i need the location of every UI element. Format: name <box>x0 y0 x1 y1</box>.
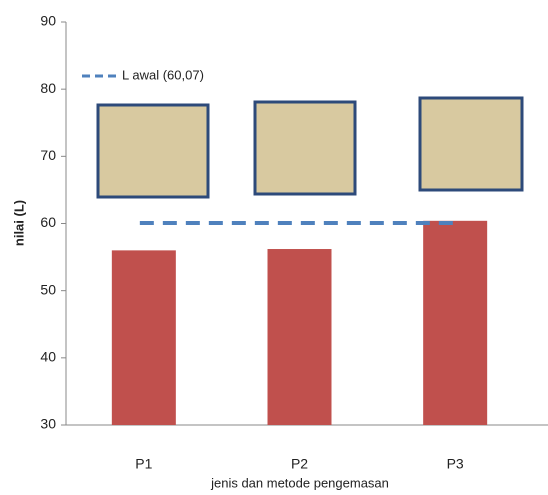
y-tick-label: 40 <box>40 349 56 365</box>
x-tick-label: P1 <box>135 456 152 472</box>
y-tick-label: 80 <box>40 80 56 96</box>
y-tick-label: 30 <box>40 416 56 432</box>
chart: nilai (L) jenis dan metode pengemasan 30… <box>0 0 548 495</box>
x-axis-label: jenis dan metode pengemasan <box>210 475 389 490</box>
photo <box>420 98 522 190</box>
y-axis-label: nilai (L) <box>11 200 26 246</box>
bar <box>268 249 332 425</box>
y-tick-label: 70 <box>40 147 56 163</box>
photo <box>98 105 208 197</box>
y-tick-label: 90 <box>40 13 56 29</box>
bar <box>423 221 487 425</box>
bar <box>112 250 176 425</box>
x-tick-label: P2 <box>291 456 308 472</box>
photo <box>255 102 355 194</box>
page: nilai (L) jenis dan metode pengemasan 30… <box>0 0 548 495</box>
y-tick-label: 60 <box>40 214 56 230</box>
legend-label: L awal (60,07) <box>122 67 204 82</box>
y-tick-label: 50 <box>40 281 56 297</box>
x-tick-label: P3 <box>447 456 464 472</box>
photos <box>98 98 522 197</box>
